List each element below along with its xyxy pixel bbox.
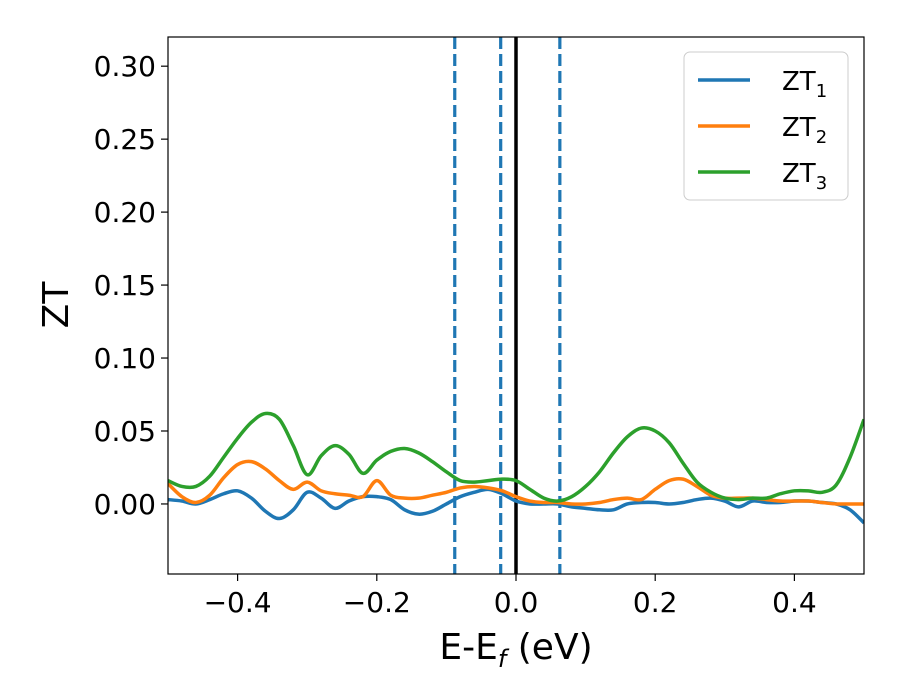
y-tick-label: 0.20 bbox=[94, 196, 156, 229]
legend-label-zt3: ZT3 bbox=[782, 159, 827, 194]
x-tick-label: −0.4 bbox=[204, 586, 272, 619]
x-axis-label-main: E-E bbox=[439, 627, 497, 668]
y-tick-label: 0.30 bbox=[94, 50, 156, 83]
series-line-zt1 bbox=[168, 487, 864, 525]
legend-label-zt1: ZT1 bbox=[782, 67, 827, 102]
x-axis-ticks: −0.4 −0.2 0.0 0.2 0.4 bbox=[204, 574, 817, 619]
x-axis-label-suffix: (eV) bbox=[506, 627, 592, 668]
legend: ZT1 ZT2 ZT3 bbox=[683, 51, 849, 201]
series-line-zt3 bbox=[168, 411, 864, 503]
x-tick-label: 0.2 bbox=[633, 586, 678, 619]
x-tick-label: −0.2 bbox=[343, 586, 411, 619]
y-axis-label: ZT bbox=[36, 281, 77, 329]
reference-lines bbox=[453, 37, 562, 574]
y-axis-ticks: 0.00 0.05 0.10 0.15 0.20 0.25 0.30 bbox=[94, 50, 168, 521]
y-tick-label: 0.00 bbox=[94, 488, 156, 521]
y-tick-label: 0.15 bbox=[94, 269, 156, 302]
x-tick-label: 0.4 bbox=[772, 586, 817, 619]
y-tick-label: 0.05 bbox=[94, 415, 156, 448]
y-tick-label: 0.10 bbox=[94, 342, 156, 375]
x-tick-label: 0.0 bbox=[494, 586, 539, 619]
series-lines bbox=[168, 411, 864, 525]
legend-box bbox=[683, 51, 849, 201]
y-tick-label: 0.25 bbox=[94, 123, 156, 156]
legend-label-zt2: ZT2 bbox=[782, 113, 827, 148]
x-axis-label: E-Ef (eV) bbox=[439, 627, 592, 673]
